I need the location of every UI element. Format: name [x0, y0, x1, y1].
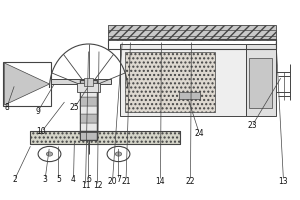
Bar [80, 80, 97, 140]
Bar [80, 80, 97, 89]
Bar [246, 44, 276, 116]
Text: 7: 7 [116, 176, 121, 184]
Bar [3, 62, 51, 106]
Polygon shape [4, 63, 50, 105]
Text: 23: 23 [247, 121, 257, 130]
Circle shape [115, 152, 122, 156]
Bar [30, 131, 180, 144]
Bar [108, 25, 276, 40]
Text: 3: 3 [43, 176, 47, 184]
Bar [80, 114, 97, 123]
Bar [178, 92, 200, 99]
Text: 8: 8 [4, 104, 9, 112]
Bar [51, 79, 111, 84]
Bar [249, 58, 272, 108]
Bar [80, 131, 97, 140]
Text: 9: 9 [35, 108, 40, 116]
Bar [80, 123, 97, 131]
Text: 10: 10 [37, 128, 46, 136]
Text: 22: 22 [186, 176, 195, 186]
Bar [30, 131, 180, 144]
Bar [120, 44, 246, 116]
Text: 24: 24 [195, 130, 204, 138]
Bar [77, 83, 100, 92]
Text: 25: 25 [70, 104, 79, 112]
Circle shape [46, 152, 53, 156]
Circle shape [38, 146, 61, 162]
Text: 11: 11 [81, 182, 90, 190]
Bar [124, 52, 214, 112]
Bar [84, 78, 93, 86]
Text: 2: 2 [12, 176, 17, 184]
Bar [80, 106, 97, 114]
Bar [80, 89, 97, 97]
Text: 20: 20 [108, 176, 117, 186]
Text: 4: 4 [71, 176, 76, 184]
Bar [108, 39, 276, 49]
Text: 13: 13 [279, 176, 288, 186]
Text: 5: 5 [56, 176, 61, 184]
Text: 12: 12 [93, 182, 102, 190]
Text: 21: 21 [121, 176, 131, 186]
Bar [80, 97, 97, 106]
Circle shape [107, 146, 130, 162]
Text: 6: 6 [86, 176, 91, 184]
Text: 14: 14 [156, 176, 165, 186]
